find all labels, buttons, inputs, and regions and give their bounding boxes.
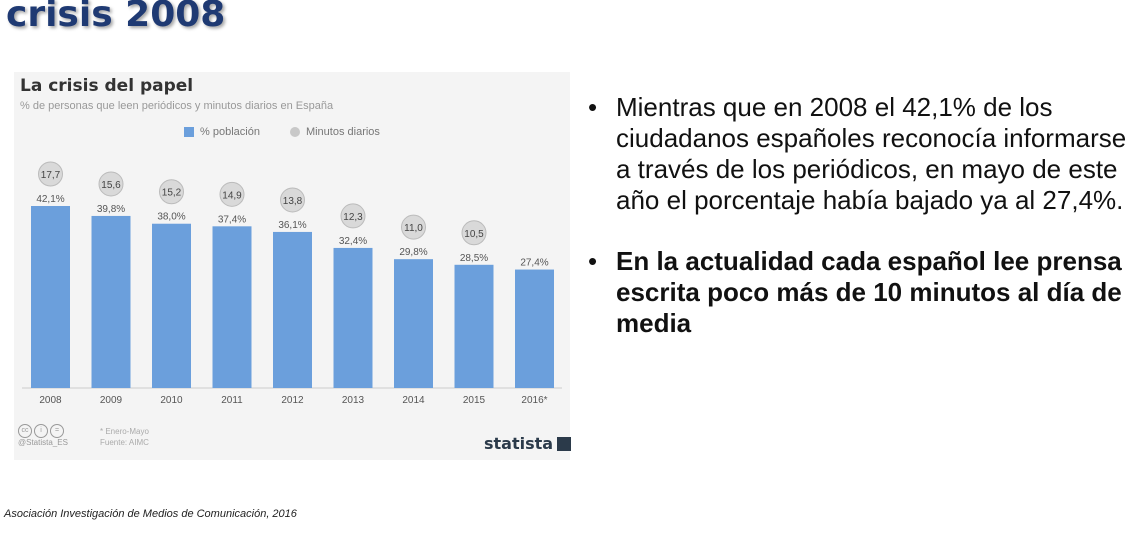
statista-mark-icon <box>557 436 572 451</box>
x-tick-label: 2012 <box>281 395 304 406</box>
bullet-marker: • <box>588 246 598 276</box>
bar-value-label: 32,4% <box>339 236 367 247</box>
slide-title: crisis 2008 <box>6 0 226 35</box>
no-derivatives-icon: = <box>50 424 64 438</box>
x-tick-label: 2013 <box>342 395 365 406</box>
legend-dot-swatch <box>289 127 300 137</box>
chart-card: 42,1% 2008 17,7 39,8% 2009 15,6 38,0% 2010 15,2 3… <box>14 72 572 460</box>
bar <box>31 206 70 388</box>
minutes-badge <box>401 214 426 240</box>
bar-value-label: 39,8% <box>97 204 125 215</box>
bar-value-label: 37,4% <box>218 214 246 225</box>
bar <box>212 226 252 388</box>
chart-source-note: Fuente: AIMC <box>100 438 149 447</box>
minutes-badge <box>38 161 63 187</box>
minutes-badge <box>340 203 366 229</box>
minutes-value-label: 11,0 <box>404 223 423 234</box>
slide-source: Asociación Investigación de Medios de Co… <box>4 508 297 520</box>
legend-bar-swatch <box>184 127 194 137</box>
minutes-badge <box>98 171 124 197</box>
bullet-item: • Mientras que en 2008 el 42,1% de los c… <box>576 92 1136 216</box>
minutes-value-label: 17,7 <box>41 170 61 181</box>
bullet-list: • Mientras que en 2008 el 42,1% de los c… <box>576 92 1136 339</box>
statista-handle: @Statista_ES <box>18 438 68 447</box>
minutes-value-label: 13,8 <box>283 196 303 207</box>
attribution-icon: i <box>34 424 48 438</box>
minutes-value-label: 15,6 <box>101 180 121 191</box>
statista-wordmark: statista <box>484 434 554 453</box>
chart-footer-license: cc i = @Statista_ES <box>18 424 68 447</box>
cc-icon: cc <box>18 424 32 438</box>
bar <box>333 247 373 388</box>
chart-footer-notes: * Enero-Mayo Fuente: AIMC <box>100 426 149 448</box>
minutes-value-label: 12,3 <box>343 212 363 223</box>
x-tick-label: 2009 <box>100 395 123 406</box>
bar <box>91 215 131 388</box>
bar-value-label: 28,5% <box>460 253 488 264</box>
x-tick-label: 2010 <box>160 395 183 406</box>
bar-chart: 42,1% 2008 17,7 39,8% 2009 15,6 38,0% 2010 15,2 3… <box>22 161 562 406</box>
minutes-badge <box>159 179 184 205</box>
bullet-item: • En la actualidad cada español lee pren… <box>576 246 1136 339</box>
bar <box>152 223 191 388</box>
minutes-value-label: 10,5 <box>464 229 484 240</box>
chart-footnote: * Enero-Mayo <box>100 427 149 436</box>
minutes-value-label: 14,9 <box>222 190 242 201</box>
chart-title: La crisis del papel <box>20 76 194 96</box>
bullet-text: En la actualidad cada español lee prensa… <box>616 246 1122 338</box>
bullet-marker: • <box>588 92 598 122</box>
legend-item-population: % población <box>184 126 260 138</box>
x-tick-label: 2016* <box>521 395 547 406</box>
bar <box>394 259 433 388</box>
x-tick-label: 2015 <box>463 395 486 406</box>
bullet-text: Mientras que en 2008 el 42,1% de los ciu… <box>616 92 1127 215</box>
bar <box>273 231 312 388</box>
x-tick-label: 2008 <box>39 395 62 406</box>
bar-value-label: 36,1% <box>278 220 306 231</box>
chart-subtitle: % de personas que leen periódicos y minu… <box>20 100 334 112</box>
minutes-value-label: 15,2 <box>162 188 182 199</box>
minutes-badge <box>280 187 305 213</box>
bar-value-label: 29,8% <box>399 247 427 258</box>
minutes-badge <box>461 220 487 246</box>
x-tick-label: 2014 <box>402 395 425 406</box>
cc-license-icons: cc i = <box>18 424 68 438</box>
bar-value-label: 27,4% <box>520 258 548 269</box>
legend-item-minutes: Minutos diarios <box>289 126 380 138</box>
statista-logo: statista <box>484 434 572 453</box>
bar-value-label: 42,1% <box>36 194 64 205</box>
legend-label-minutes: Minutos diarios <box>305 126 380 138</box>
bar-value-label: 38,0% <box>157 212 185 223</box>
bar <box>515 269 554 388</box>
bar <box>454 264 494 388</box>
legend-label-population: % población <box>200 126 260 138</box>
x-tick-label: 2011 <box>221 395 243 406</box>
chart-legend: % población Minutos diarios <box>184 126 380 138</box>
minutes-badge <box>219 181 245 207</box>
